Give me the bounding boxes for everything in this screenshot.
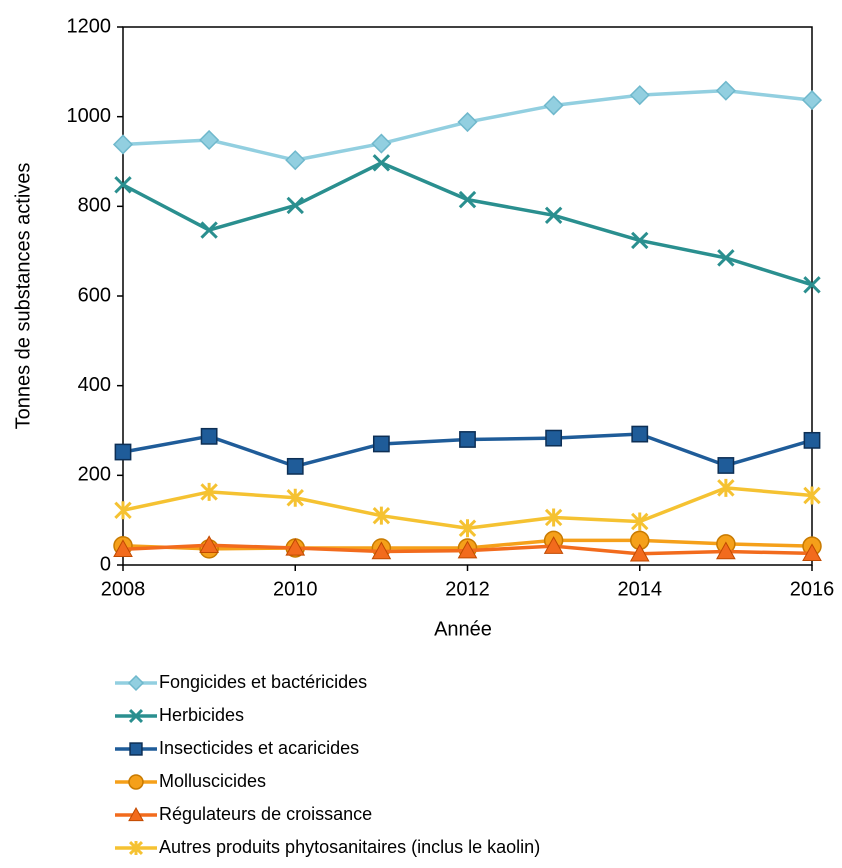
marker <box>199 129 220 151</box>
marker <box>286 488 304 507</box>
marker <box>114 176 132 194</box>
legend-item: Molluscicides <box>115 771 266 791</box>
marker <box>715 80 736 101</box>
marker <box>458 190 477 209</box>
legend-label: Insecticides et acaricides <box>159 738 359 758</box>
legend-item: Herbicides <box>115 705 244 725</box>
marker <box>114 443 132 461</box>
x-tick-label: 2014 <box>618 578 663 600</box>
y-tick-label: 400 <box>78 374 111 396</box>
marker <box>803 431 821 449</box>
series-line <box>122 161 813 287</box>
marker <box>114 501 132 520</box>
marker <box>200 221 218 239</box>
x-tick-label: 2010 <box>273 578 318 600</box>
x-axis-label: Année <box>434 618 492 640</box>
marker <box>372 154 391 172</box>
marker <box>544 206 563 225</box>
marker <box>286 457 304 475</box>
marker <box>544 508 563 527</box>
marker <box>631 231 649 250</box>
legend-marker <box>128 840 144 856</box>
legend-label: Fongicides et bactéricides <box>159 672 367 692</box>
legend-item: Autres produits phytosanitaires (inclus … <box>115 837 540 857</box>
legend-item: Fongicides et bactéricides <box>115 672 367 692</box>
marker <box>459 431 476 448</box>
marker <box>200 427 218 445</box>
plot-frame <box>122 26 813 566</box>
legend-label: Régulateurs de croissance <box>159 804 372 824</box>
marker <box>717 249 735 267</box>
legend-marker <box>127 674 145 692</box>
marker <box>543 95 564 116</box>
marker <box>543 536 564 554</box>
legend-label: Herbicides <box>159 705 244 725</box>
legend-marker <box>128 806 144 822</box>
marker <box>803 486 821 505</box>
y-tick-label: 0 <box>100 553 111 575</box>
legend-marker <box>129 742 143 756</box>
marker <box>371 133 392 154</box>
marker <box>629 543 650 562</box>
marker <box>457 111 478 133</box>
marker <box>629 85 650 106</box>
y-axis-label: Tonnes de substances actives <box>12 163 34 430</box>
marker <box>285 150 306 171</box>
marker <box>802 543 822 562</box>
marker <box>545 429 563 447</box>
marker <box>285 537 306 556</box>
x-tick-label: 2016 <box>790 578 835 600</box>
marker <box>717 478 735 497</box>
marker <box>113 539 133 558</box>
marker <box>372 506 391 525</box>
marker <box>372 435 390 453</box>
marker <box>631 512 649 531</box>
marker <box>112 134 134 155</box>
legend-marker <box>128 774 144 790</box>
marker <box>286 196 304 215</box>
legend-label: Autres produits phytosanitaires (inclus … <box>159 837 540 857</box>
marker <box>200 482 218 501</box>
legend-item: Régulateurs de croissance <box>115 804 372 824</box>
y-tick-label: 1200 <box>67 15 112 37</box>
legend-label: Molluscicides <box>159 771 266 791</box>
x-tick-label: 2012 <box>445 578 490 600</box>
marker <box>457 540 478 559</box>
marker <box>458 519 477 538</box>
y-tick-label: 1000 <box>67 105 112 127</box>
marker <box>199 535 219 553</box>
legend-item: Insecticides et acaricides <box>115 738 359 758</box>
y-tick-label: 800 <box>78 195 111 217</box>
legend-marker <box>128 708 144 724</box>
y-tick-label: 600 <box>78 284 111 306</box>
x-tick-label: 2008 <box>101 578 146 600</box>
marker <box>801 90 823 111</box>
marker <box>803 276 821 294</box>
marker <box>371 541 392 560</box>
marker <box>631 425 649 443</box>
y-tick-label: 200 <box>78 464 111 486</box>
marker <box>717 457 735 474</box>
marker <box>716 541 736 560</box>
